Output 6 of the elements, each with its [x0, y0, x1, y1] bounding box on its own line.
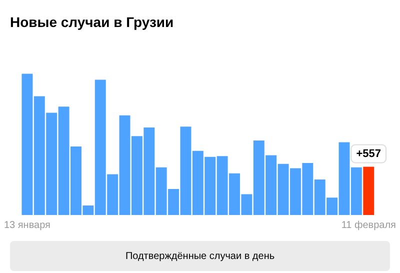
x-tick-label: 11 февраля	[341, 220, 396, 231]
chart-title: Новые случаи в Грузии	[10, 14, 174, 30]
data-label: +557	[356, 148, 382, 160]
text: Подтверждённые случаи в день	[10, 241, 390, 271]
bar	[363, 166, 374, 215]
x-tick-label: 13 января	[4, 220, 50, 231]
